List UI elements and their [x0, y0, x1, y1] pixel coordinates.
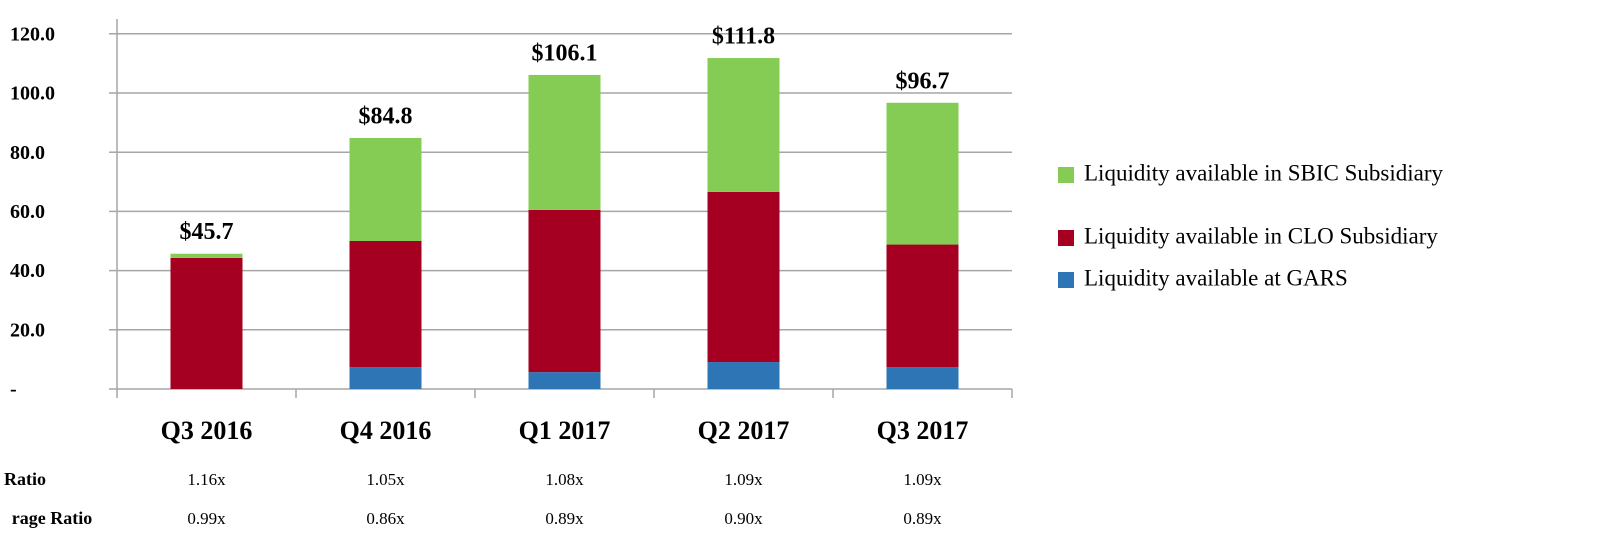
row-value: 0.89x: [545, 509, 584, 528]
y-tick-label: 20.0: [10, 319, 45, 341]
legend-label: Liquidity available in SBIC Subsidiary: [1084, 160, 1444, 185]
x-tick-label: Q3 2017: [877, 416, 969, 445]
row-value: 0.90x: [724, 509, 763, 528]
bar-segment: [528, 372, 601, 389]
legend-swatch: [1058, 167, 1074, 183]
bar-segment: [886, 244, 959, 368]
row-value: 1.09x: [903, 470, 942, 489]
legend-label: Liquidity available in CLO Subsidiary: [1084, 223, 1438, 248]
row-value: 0.89x: [903, 509, 942, 528]
bar-segment: [349, 241, 422, 368]
total-label: $111.8: [712, 24, 775, 50]
legend-label: Liquidity available at GARS: [1084, 265, 1348, 290]
bar-segment: [886, 102, 959, 245]
bar-segment: [528, 74, 601, 210]
row-label: Ratio: [4, 469, 46, 489]
y-tick-label: -: [10, 379, 17, 401]
bar-segment: [170, 257, 243, 389]
bar-segment: [886, 367, 959, 389]
y-tick-label: 80.0: [10, 142, 45, 164]
x-tick-label: Q2 2017: [698, 416, 790, 445]
y-tick-label: 40.0: [10, 260, 45, 282]
row-value: 1.05x: [366, 470, 405, 489]
bar-segment: [528, 209, 601, 373]
x-tick-label: Q3 2016: [161, 416, 253, 445]
row-value: 1.08x: [545, 470, 584, 489]
row-value: 1.16x: [187, 470, 226, 489]
row-value: 1.09x: [724, 470, 763, 489]
total-label: $84.8: [359, 103, 413, 129]
y-tick-label: 120.0: [10, 23, 55, 45]
bar-segment: [170, 253, 243, 258]
bar-segment: [349, 367, 422, 389]
legend-swatch: [1058, 230, 1074, 246]
total-label: $106.1: [532, 40, 598, 66]
y-tick-label: 60.0: [10, 201, 45, 223]
x-tick-label: Q4 2016: [340, 416, 432, 445]
row-value: 0.99x: [187, 509, 226, 528]
total-label: $45.7: [180, 219, 234, 245]
bar-segment: [349, 137, 422, 241]
row-value: 0.86x: [366, 509, 405, 528]
bar-segment: [707, 191, 780, 363]
total-label: $96.7: [896, 68, 950, 94]
y-tick-label: 100.0: [10, 83, 55, 105]
x-tick-label: Q1 2017: [519, 416, 611, 445]
bar-segment: [707, 362, 780, 389]
legend-swatch: [1058, 272, 1074, 288]
row-label: rage Ratio: [12, 508, 92, 528]
bar-segment: [707, 58, 780, 192]
